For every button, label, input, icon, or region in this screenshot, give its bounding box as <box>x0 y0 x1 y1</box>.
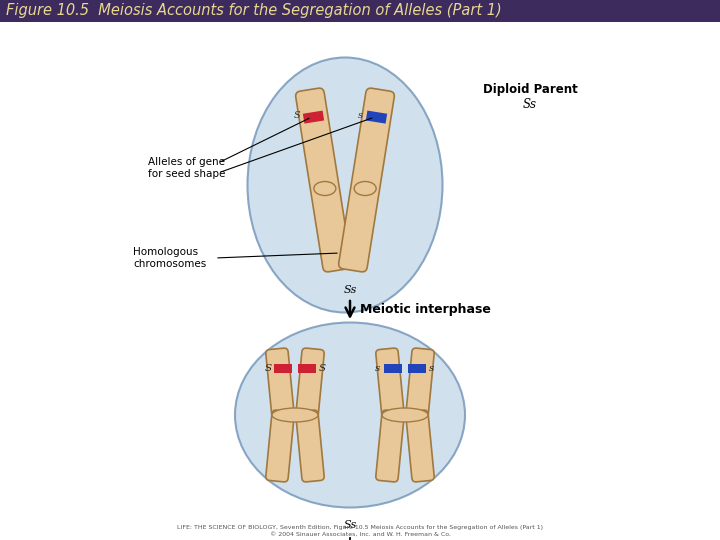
FancyBboxPatch shape <box>376 410 404 482</box>
FancyBboxPatch shape <box>376 348 404 420</box>
FancyBboxPatch shape <box>406 410 434 482</box>
Text: s: s <box>429 364 435 373</box>
Polygon shape <box>303 111 324 124</box>
Text: LIFE: THE SCIENCE OF BIOLOGY, Seventh Edition, Figure 10.5 Meiosis Accounts for : LIFE: THE SCIENCE OF BIOLOGY, Seventh Ed… <box>177 524 543 530</box>
Ellipse shape <box>354 181 376 195</box>
Text: Meiotic interphase: Meiotic interphase <box>359 303 490 316</box>
FancyBboxPatch shape <box>406 348 434 420</box>
Text: s: s <box>358 111 363 119</box>
FancyBboxPatch shape <box>296 410 324 482</box>
Bar <box>274 364 292 373</box>
Text: S: S <box>318 364 325 373</box>
FancyBboxPatch shape <box>338 88 395 272</box>
Text: Ss: Ss <box>343 285 356 295</box>
Bar <box>0 0 720 22</box>
Polygon shape <box>366 111 387 124</box>
Text: Homologous
chromosomes: Homologous chromosomes <box>133 247 206 269</box>
FancyBboxPatch shape <box>266 410 294 482</box>
Text: Alleles of gene
for seed shape: Alleles of gene for seed shape <box>148 157 225 179</box>
Text: © 2004 Sinauer Associates, Inc. and W. H. Freeman & Co.: © 2004 Sinauer Associates, Inc. and W. H… <box>269 531 451 537</box>
Ellipse shape <box>314 181 336 195</box>
Ellipse shape <box>272 408 318 422</box>
Text: s: s <box>375 364 381 373</box>
Bar <box>408 364 426 373</box>
Ellipse shape <box>248 57 443 313</box>
Text: Ss: Ss <box>343 521 356 530</box>
FancyBboxPatch shape <box>296 348 324 420</box>
FancyBboxPatch shape <box>296 88 351 272</box>
Ellipse shape <box>382 408 428 422</box>
Bar <box>298 364 316 373</box>
Text: Figure 10.5  Meiosis Accounts for the Segregation of Alleles (Part 1): Figure 10.5 Meiosis Accounts for the Seg… <box>6 3 502 18</box>
Text: Ss: Ss <box>523 98 537 111</box>
Bar <box>384 364 402 373</box>
Text: Diploid Parent: Diploid Parent <box>482 84 577 97</box>
Ellipse shape <box>235 322 465 508</box>
Text: S: S <box>294 111 301 119</box>
Text: S: S <box>264 364 271 373</box>
FancyBboxPatch shape <box>266 348 294 420</box>
